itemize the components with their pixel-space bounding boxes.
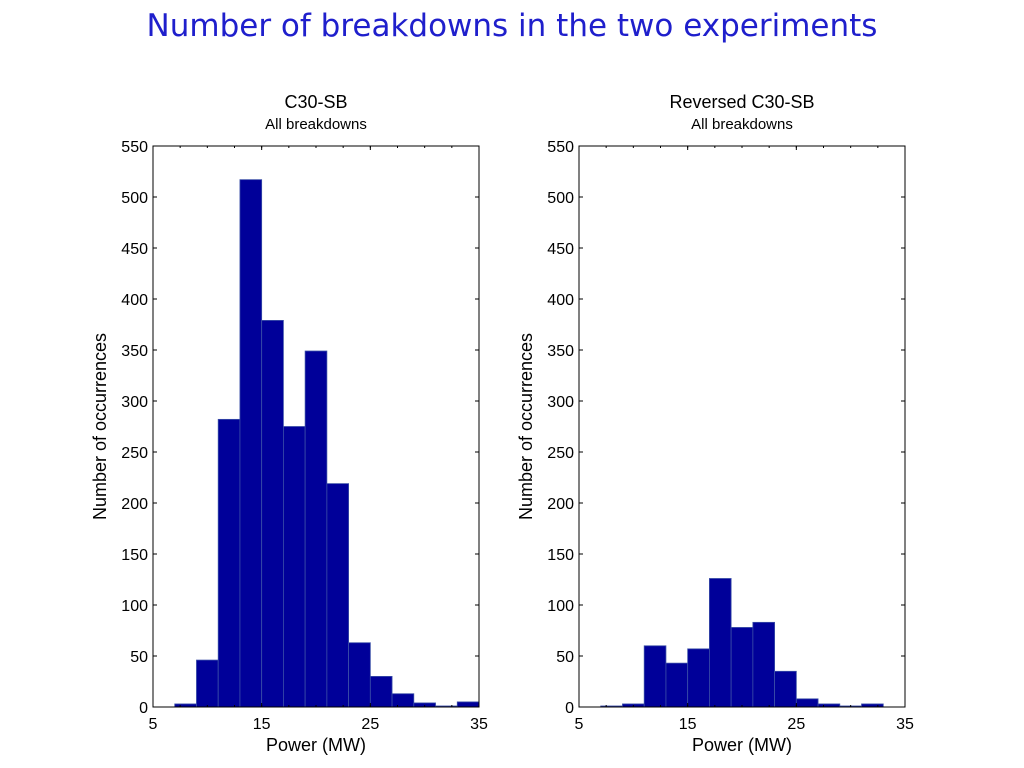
y-tick-label: 0	[565, 700, 574, 717]
histogram-bar	[709, 578, 732, 708]
x-axis-label: Power (MW)	[266, 735, 366, 755]
y-tick-label: 100	[121, 598, 148, 615]
chart-title: C30-SB	[284, 92, 347, 112]
chart-subtitle: All breakdowns	[265, 116, 367, 133]
histogram-bar	[730, 627, 754, 708]
y-tick-label: 150	[547, 547, 574, 564]
x-tick-label: 15	[253, 716, 271, 733]
histogram-bar	[687, 648, 710, 708]
y-tick-label: 250	[547, 445, 574, 462]
histogram-bar	[774, 670, 797, 708]
y-tick-label: 50	[130, 649, 148, 666]
histogram-bar	[752, 621, 775, 708]
y-tick-label: 350	[547, 343, 574, 360]
y-tick-label: 500	[547, 190, 574, 207]
histogram-bar	[643, 645, 667, 708]
y-tick-label: 500	[121, 190, 148, 207]
y-tick-label: 450	[121, 241, 148, 258]
y-tick-label: 0	[139, 700, 148, 717]
x-axis-label: Power (MW)	[692, 735, 792, 755]
y-tick-label: 350	[121, 343, 148, 360]
y-tick-label: 300	[121, 394, 148, 411]
y-tick-label: 150	[121, 547, 148, 564]
y-tick-label: 400	[121, 292, 148, 309]
x-tick-label: 25	[787, 716, 805, 733]
x-tick-label: 25	[361, 716, 379, 733]
x-tick-label: 5	[575, 716, 584, 733]
y-tick-label: 450	[547, 241, 574, 258]
y-tick-label: 100	[547, 598, 574, 615]
chart-title: Reversed C30-SB	[669, 92, 814, 112]
chart-subtitle: All breakdowns	[691, 116, 793, 133]
y-tick-label: 300	[547, 394, 574, 411]
x-tick-label: 5	[149, 716, 158, 733]
y-tick-label: 50	[556, 649, 574, 666]
y-axis-label: Number of occurrences	[90, 333, 110, 520]
y-tick-label: 550	[121, 139, 148, 156]
x-tick-label: 35	[896, 716, 914, 733]
plot-frame	[578, 145, 906, 708]
y-tick-label: 200	[121, 496, 148, 513]
y-axis-label: Number of occurrences	[516, 333, 536, 520]
page-title: Number of breakdowns in the two experime…	[146, 8, 878, 44]
y-tick-label: 250	[121, 445, 148, 462]
y-tick-label: 400	[547, 292, 574, 309]
y-tick-label: 550	[547, 139, 574, 156]
x-tick-label: 35	[470, 716, 488, 733]
histogram-bar	[795, 698, 819, 708]
x-tick-label: 15	[679, 716, 697, 733]
y-tick-label: 200	[547, 496, 574, 513]
histogram-bar	[665, 662, 689, 708]
